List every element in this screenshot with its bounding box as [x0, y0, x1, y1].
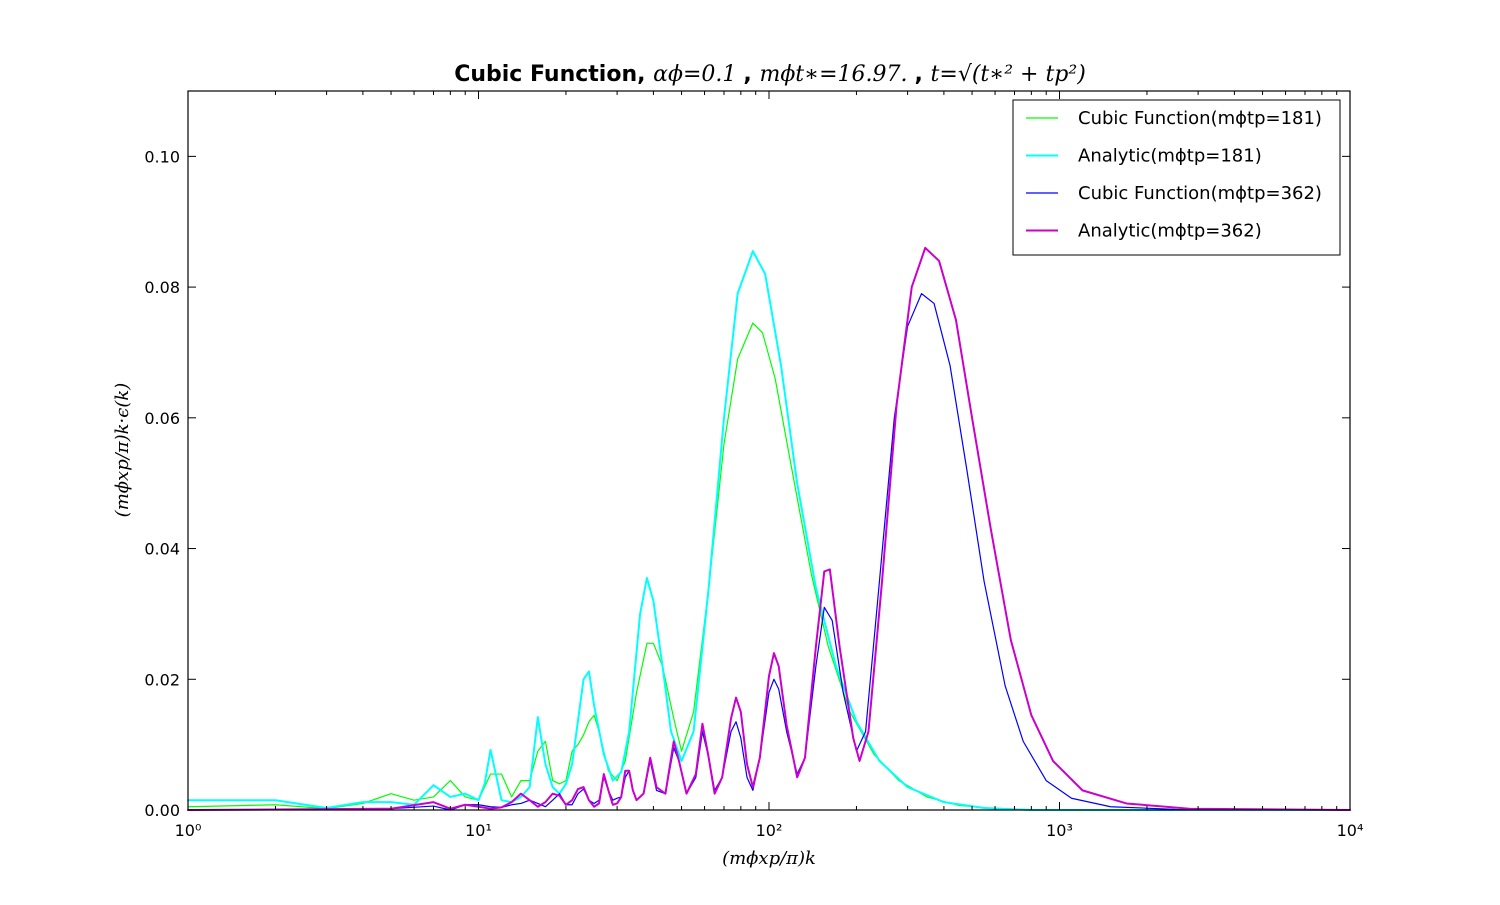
chart-title-param1: αϕ=0.1: [653, 62, 736, 87]
series-line-3: [187, 293, 1351, 811]
y-tick-label: 0.10: [144, 147, 180, 166]
y-axis-label: (mϕxp/π)k·ϵ(k): [112, 383, 133, 518]
x-tick-label: 10³: [1046, 821, 1073, 840]
series-line-2: [187, 250, 1351, 811]
legend-label: Cubic Function(mϕtp=181): [1078, 108, 1322, 129]
x-tick-label: 10¹: [465, 821, 492, 840]
x-axis: 10⁰ 10¹ 10² 10³ 10⁴: [175, 91, 1364, 840]
chart-title-sep1: ,: [743, 62, 759, 87]
legend-label: Analytic(mϕtp=362): [1078, 221, 1262, 242]
chart-title-prefix: Cubic Function,: [454, 62, 653, 87]
x-axis-label: (mϕxp/π)k: [722, 848, 816, 869]
series-line-1: [187, 322, 1351, 811]
y-tick-label: 0.00: [144, 801, 180, 820]
legend-label: Analytic(mϕtp=181): [1078, 146, 1262, 167]
y-tick-label: 0.04: [144, 540, 180, 559]
series-line-4: [187, 246, 1351, 811]
y-axis: 0.00 0.02 0.04 0.06 0.08 0.10: [144, 147, 1350, 820]
chart-title-param3: t=√(t∗² + tp²): [931, 62, 1086, 87]
y-tick-label: 0.06: [144, 409, 180, 428]
y-tick-label: 0.08: [144, 278, 180, 297]
series-layer: [187, 246, 1351, 811]
x-tick-label: 10⁰: [175, 821, 202, 840]
x-tick-label: 10²: [756, 821, 783, 840]
chart-title-param2: mϕt∗=16.97.: [759, 62, 907, 87]
x-tick-label: 10⁴: [1337, 821, 1364, 840]
y-tick-label: 0.02: [144, 670, 180, 689]
chart-title: Cubic Function, αϕ=0.1 , mϕt∗=16.97. , t…: [454, 62, 1086, 87]
chart-title-sep2: ,: [915, 62, 931, 87]
legend-box: [1012, 99, 1341, 256]
legend: Cubic Function(mϕtp=181) Analytic(mϕtp=18…: [1012, 99, 1341, 256]
legend-label: Cubic Function(mϕtp=362): [1078, 183, 1322, 204]
